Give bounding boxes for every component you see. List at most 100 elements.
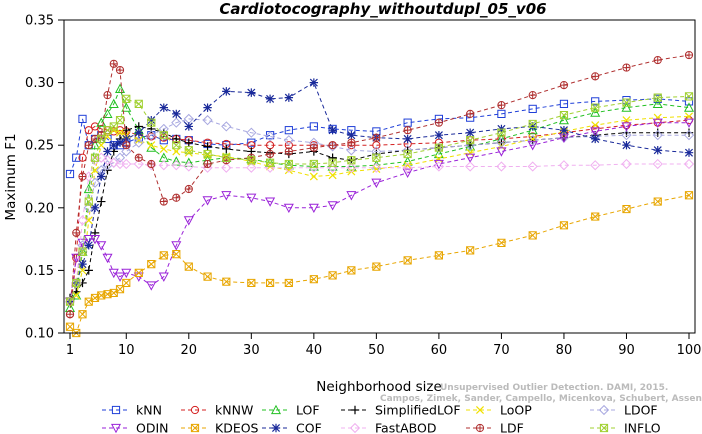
legend-item-ldf: LDF [466,421,524,434]
data-point-inflo [284,159,293,169]
data-point-fastabod [102,155,113,166]
data-point-fastabod [683,158,695,170]
chart-title: Cardiotocography_withoutdupl_05_v06 [219,0,546,18]
data-point-odin [346,191,357,201]
series-kdeos [65,191,694,338]
data-point-ldof [496,137,507,148]
data-point-odin [371,178,382,189]
y-tick-label: 0.25 [25,139,54,154]
data-point-simplifiedlof [184,138,193,147]
data-point-ldf [84,141,93,150]
data-point-ldof [346,145,357,156]
series-simplifiedlof [65,122,694,303]
data-point-fastabod [108,157,119,168]
data-point-inflo [434,143,443,152]
data-point-fastabod [183,161,194,172]
data-point-fastabod [590,160,601,171]
data-point-ldf [284,147,293,156]
data-point-lof [346,161,357,171]
data-point-ldof [133,137,144,148]
data-point-fastabod [171,160,182,171]
data-point-odin [202,196,213,206]
legend-marker [475,423,485,433]
data-point-kdeos [559,221,569,230]
data-point-ldf [434,118,443,127]
data-point-loop [434,154,443,163]
data-point-ldf [72,228,81,237]
legend: kNN kNNW LOF SimplifiedLOF LoOP LDOF ODIN KDEOS… [102,403,661,434]
y-tick-label: 0.30 [25,76,54,91]
data-point-kdeos [591,212,600,221]
data-point-ldf [653,55,662,65]
data-point-cof [147,115,156,125]
data-point-inflo [347,156,356,165]
data-point-kdeos [203,272,212,281]
data-point-inflo [653,93,662,102]
series-line-inflo [69,95,690,302]
data-point-loop [372,164,381,174]
data-point-ldf [347,138,356,147]
data-point-odin [121,268,132,279]
data-point-fastabod [371,162,382,173]
series-cof [65,78,694,306]
data-point-ldof [171,117,182,128]
watermark-line1: Unsupervised Outlier Detection. DAMI, 20… [440,383,668,393]
data-point-odin [89,235,101,245]
data-point-ldof [433,142,445,153]
data-point-cof [78,259,87,269]
y-tick-label: 0.35 [25,14,54,29]
data-point-ldof [158,123,169,135]
data-point-inflo [203,149,212,159]
data-point-inflo [309,159,318,169]
legend-label: ODIN [136,421,169,434]
data-point-kdeos [284,278,293,288]
data-point-ldf [559,81,569,90]
data-point-fastabod [221,162,232,173]
data-point-lof [527,124,538,135]
data-point-cof [328,125,337,135]
y-tick-label: 0.20 [25,201,54,216]
series-layer [64,50,695,338]
data-point-inflo [247,156,256,165]
series-ldf [65,50,694,319]
data-point-odin [146,281,157,291]
data-point-odin [221,191,232,201]
data-point-knn [309,122,318,131]
x-tick-label: 1 [66,343,74,358]
data-point-odin [527,141,538,151]
data-point-inflo [90,153,100,162]
data-point-inflo [559,111,569,120]
data-point-loop [328,171,337,180]
legend-label: COF [296,421,322,434]
series-inflo [65,92,694,306]
data-point-knn [65,169,75,179]
data-point-kdeos [222,277,231,286]
data-point-cof [203,103,212,112]
data-point-simplifiedlof [222,144,231,154]
data-point-kdeos [184,262,193,271]
data-point-cof [115,138,125,147]
legend-marker [598,404,610,416]
data-point-odin [96,241,107,251]
legend-item-knnw: kNNW [181,403,253,418]
data-point-fastabod [465,161,476,172]
series-fastabod [64,152,695,307]
data-point-kdeos [434,251,443,260]
data-point-knn [78,114,87,124]
legend-label: LOF [296,403,320,418]
data-point-simplifiedlof [122,125,131,135]
data-point-cof [184,122,193,131]
data-point-odin [621,122,632,132]
data-point-knn [247,138,256,147]
data-point-cof [653,146,662,155]
legend-label: SimplifiedLOF [375,403,461,418]
data-point-ldf [184,184,193,194]
data-point-inflo [222,153,231,162]
data-point-cof [172,109,181,119]
data-point-cof [84,241,93,250]
data-point-ldof [83,202,94,213]
legend-item-loop: LoOP [466,403,532,418]
legend-label: LoOP [500,403,532,418]
data-point-ldf [591,72,600,81]
data-point-fastabod [71,277,82,289]
